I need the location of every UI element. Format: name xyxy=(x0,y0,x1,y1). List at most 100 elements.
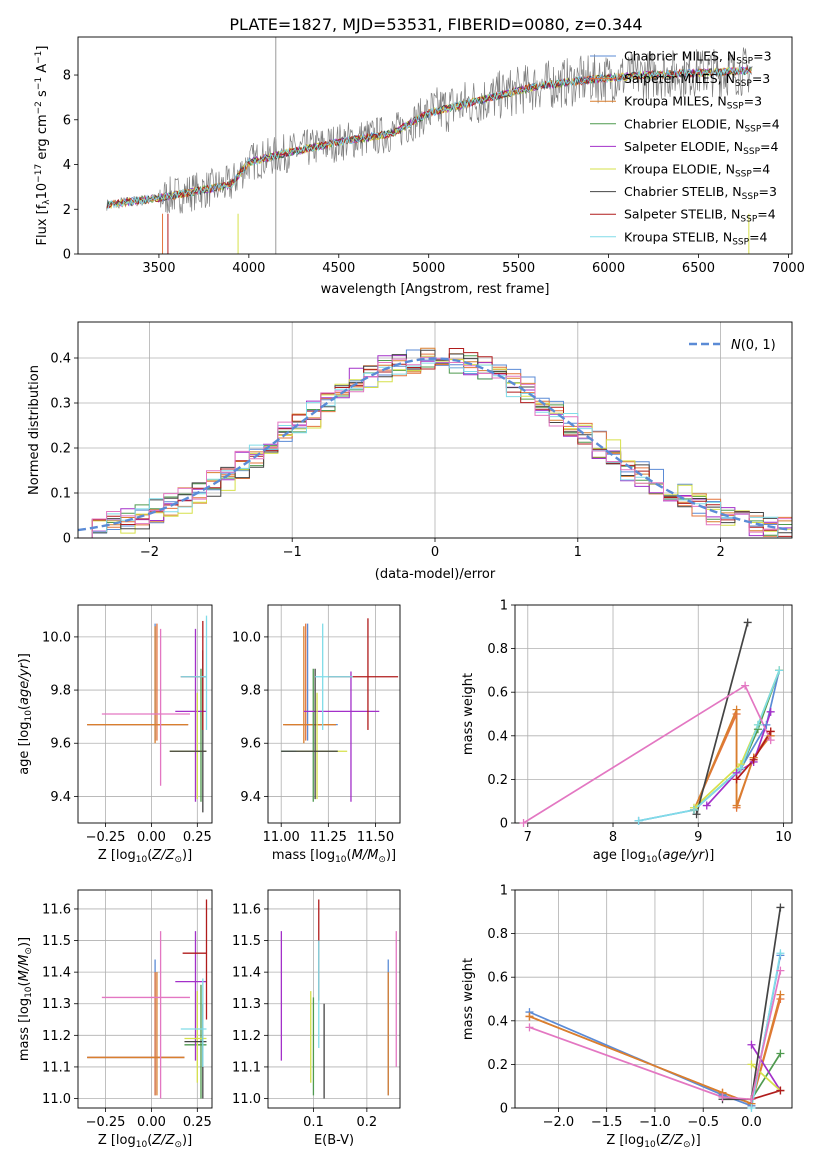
y-tick-label: 0.8 xyxy=(487,642,508,657)
plot-area xyxy=(87,899,208,1099)
model-spectrum-8 xyxy=(106,66,752,210)
axes-frame xyxy=(267,889,401,1109)
axes-frame xyxy=(77,604,213,824)
plus-marker xyxy=(741,681,750,690)
axes-frame xyxy=(77,889,213,1109)
x-tick-label: 0.00 xyxy=(137,1115,166,1130)
y-tick-label: 9.6 xyxy=(240,737,261,752)
grid-lines xyxy=(268,890,400,1108)
plus-marker xyxy=(766,727,775,736)
y-axis-label: mass weight xyxy=(461,958,476,1040)
residual-histogram-8 xyxy=(78,358,792,538)
y-tick-label: 0.4 xyxy=(50,352,71,367)
y-tick-label: 11.4 xyxy=(42,966,71,981)
x-tick-label: 2 xyxy=(716,545,724,560)
panel-mass_vs_Z: −0.25 0.00 0.25 11.0 11.1 11.2 11.3 11.4 11.5 11.… xyxy=(17,889,213,1150)
plus-marker xyxy=(525,1023,534,1032)
plus-marker xyxy=(766,736,775,745)
axes-frame xyxy=(77,321,793,539)
y-tick-label: 11.4 xyxy=(232,966,261,981)
x-tick-label: 7000 xyxy=(772,261,805,276)
y-tick-label: 0.8 xyxy=(487,927,508,942)
y-tick-label: 11.2 xyxy=(232,1029,261,1044)
y-tick-label: 11.5 xyxy=(42,934,71,949)
residual-histogram-7 xyxy=(78,348,792,538)
y-tick-label: 8 xyxy=(63,69,71,84)
plot-area xyxy=(78,347,792,538)
y-tick-label: 11.1 xyxy=(232,1060,261,1075)
x-tick-label: −0.25 xyxy=(86,1115,126,1130)
normal-reference-curve xyxy=(78,357,792,532)
y-tick-label: 10.0 xyxy=(232,630,261,645)
x-axis-label: E(B-V) xyxy=(314,1133,354,1148)
x-tick-label: 1 xyxy=(574,545,582,560)
plus-marker xyxy=(743,618,752,627)
legend-entry-2: Kroupa MILES, NSSP=3 xyxy=(624,94,762,112)
y-tick-label: 0 xyxy=(500,1102,508,1117)
weight-line-7 xyxy=(751,1089,781,1101)
x-tick-label: 0.0 xyxy=(741,1115,762,1130)
plus-marker xyxy=(519,819,528,827)
plot-area xyxy=(523,622,781,823)
y-axis-label: mass [log10(M/M⊙)] xyxy=(17,937,34,1061)
x-tick-label: 6000 xyxy=(592,261,625,276)
plot-area xyxy=(281,618,399,802)
legend-entry-7: Salpeter STELIB, NSSP=4 xyxy=(624,207,776,225)
y-tick-label: 11.3 xyxy=(232,997,261,1012)
panel-residuals: −2 −1 0 1 2 0 0.1 0.2 0.3 0.4 N(0, 1) (data-model)/… xyxy=(27,321,793,582)
y-tick-label: 11.3 xyxy=(42,997,71,1012)
plot-area xyxy=(87,615,208,813)
x-tick-label: 11.25 xyxy=(310,830,347,845)
y-tick-label: 0.4 xyxy=(487,1014,508,1029)
x-axis-label: Z [log10(Z/Z⊙)] xyxy=(98,1133,192,1150)
y-tick-label: 11.6 xyxy=(42,902,71,917)
legend-entry-1: Salpeter MILES, NSSP=3 xyxy=(624,71,770,89)
y-tick-label: 0.6 xyxy=(487,686,508,701)
x-tick-label: 0.25 xyxy=(183,1115,212,1130)
y-tick-label: 10.0 xyxy=(42,630,71,645)
plus-marker xyxy=(736,764,745,773)
x-axis-label: mass [log10(M/M⊙)] xyxy=(272,848,396,865)
plus-marker xyxy=(732,801,741,810)
plus-marker xyxy=(689,805,698,814)
plus-marker xyxy=(776,1049,785,1058)
grid-lines xyxy=(515,604,792,824)
plus-marker xyxy=(732,775,741,784)
axes-frame xyxy=(77,36,793,255)
x-axis-label: Z [log10(Z/Z⊙)] xyxy=(606,1133,700,1150)
y-tick-label: 0 xyxy=(63,532,71,547)
x-axis-label: wavelength [Angstrom, rest frame] xyxy=(321,282,550,297)
plus-marker xyxy=(775,666,784,675)
y-axis-label: mass weight xyxy=(461,673,476,755)
y-tick-label: 11.6 xyxy=(232,902,261,917)
y-tick-label: 11.5 xyxy=(232,934,261,949)
weight-line-6 xyxy=(695,622,749,815)
y-tick-label: 11.0 xyxy=(42,1092,71,1107)
x-tick-label: −2.0 xyxy=(543,1115,575,1130)
plus-marker xyxy=(762,720,771,729)
weight-line-9 xyxy=(529,970,782,1101)
y-tick-label: 0.2 xyxy=(487,1058,508,1073)
x-tick-label: −1 xyxy=(283,545,302,560)
x-tick-label: 6500 xyxy=(682,261,715,276)
legend-entry-4: Salpeter ELODIE, NSSP=4 xyxy=(624,139,779,157)
model-spectrum-0 xyxy=(106,65,752,209)
panel-weight_vs_Z: −2.0 −1.5 −1.0 −0.5 0.0 0 0.2 0.4 0.6 0.8 1 Z [log1… xyxy=(461,884,793,1150)
x-tick-label: −1.0 xyxy=(639,1115,671,1130)
x-tick-label: 3500 xyxy=(142,261,175,276)
plus-marker xyxy=(525,1012,534,1021)
panel-age_vs_Z: −0.25 0.00 0.25 9.4 9.6 9.8 10.0 Z [log10(Z/Z⊙)… xyxy=(17,604,213,865)
axes-frame xyxy=(514,889,793,1109)
plus-marker xyxy=(753,720,762,729)
y-tick-label: 9.8 xyxy=(50,684,71,699)
y-tick-label: 9.4 xyxy=(50,790,71,805)
y-tick-label: 0.3 xyxy=(50,397,71,412)
y-tick-label: 0.2 xyxy=(487,773,508,788)
plus-marker xyxy=(702,801,711,810)
grid-lines xyxy=(78,890,212,1108)
plot-area xyxy=(106,37,753,254)
plus-marker xyxy=(766,707,775,716)
x-tick-label: 5000 xyxy=(412,261,445,276)
weight-line-8 xyxy=(750,953,782,1108)
